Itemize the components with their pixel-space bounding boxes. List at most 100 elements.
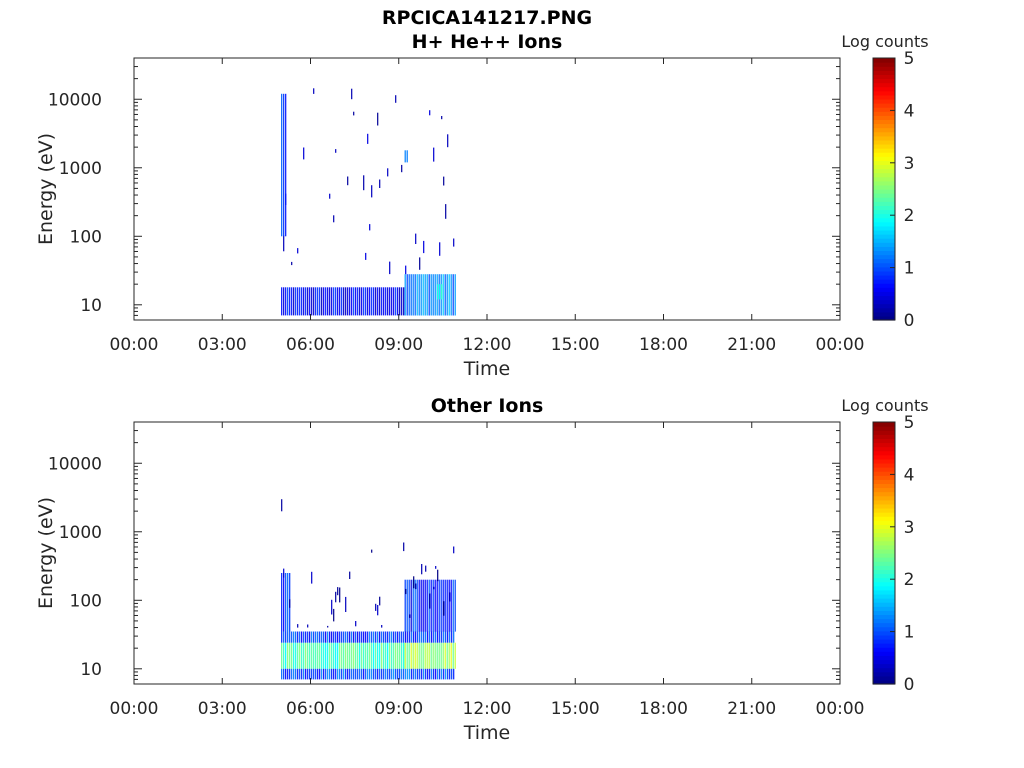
spectrogram-bin-r6	[349, 571, 351, 579]
spectrogram-bin-r0	[373, 642, 375, 669]
spectrogram-bin-r0	[303, 642, 305, 669]
colorbar-segment	[873, 242, 895, 247]
spectrogram-bin-r0	[281, 642, 283, 669]
colorbar-segment	[873, 266, 895, 272]
spectrogram-bin-r2	[379, 668, 381, 680]
spectrogram-bin-r0	[335, 287, 337, 316]
spectrogram-bin-r2	[329, 668, 331, 680]
colorbar-segment	[873, 311, 895, 317]
spectrogram-bin-r4	[446, 579, 448, 632]
spectrogram-bin-r3	[371, 185, 373, 198]
spectrogram-bin-r3	[433, 147, 435, 162]
spectrogram-bin-r4	[438, 579, 440, 632]
spectrogram-bin-r2	[405, 668, 407, 680]
colorbar-tick-label: 1	[904, 259, 915, 279]
spectrogram-bin-r1	[440, 642, 442, 669]
spectrogram-bin-r1	[416, 642, 418, 669]
spectrogram-bin-r0	[379, 287, 381, 316]
spectrogram-bin-r1	[414, 274, 416, 316]
colorbar-segment	[873, 430, 895, 435]
spectrogram-bin-r0	[315, 642, 317, 669]
spectrogram-bin-r2	[291, 668, 293, 680]
spectrogram-bin-r1	[444, 274, 446, 316]
spectrogram-bin-r0	[397, 642, 399, 669]
spectrogram-bin-r3	[417, 631, 419, 643]
spectrogram-bin-r0	[323, 642, 325, 669]
spectrogram-bin-r3	[389, 631, 391, 643]
colorbar-segment	[873, 152, 895, 157]
colorbar-segment	[873, 651, 895, 656]
colorbar-tick-label: 1	[904, 623, 915, 643]
colorbar-segment	[873, 479, 895, 484]
y-tick-label: 1000	[59, 523, 102, 543]
y-tick-label: 10000	[48, 90, 102, 110]
panel-title: H+ He++ Ions	[412, 31, 563, 53]
spectrogram-bin-r2	[319, 668, 321, 680]
spectrogram-bin-r0	[295, 287, 297, 316]
spectrogram-bin-r3	[451, 631, 453, 643]
spectrogram-bin-r0	[361, 642, 363, 669]
colorbar-segment	[873, 180, 895, 186]
colorbar-segment	[873, 135, 895, 141]
colorbar-segment	[873, 90, 895, 96]
spectrogram-bin-r0	[325, 642, 327, 669]
spectrogram-bin-r4	[432, 579, 434, 632]
colorbar-segment	[873, 115, 895, 120]
spectrogram-bin-r2	[321, 668, 323, 680]
spectrogram-bin-r0	[297, 287, 299, 316]
spectrogram-bin-r6	[443, 601, 445, 616]
spectrogram-bin-r2	[385, 668, 387, 680]
spectrogram-bin-r3	[375, 631, 377, 643]
axis-ticks: 00:00 03:00 06:00 09:00 12:00 15:00 18:00 21:00…	[48, 57, 865, 355]
spectrogram-bin-r3	[301, 631, 303, 643]
colorbar-segment	[873, 520, 895, 525]
colorbar-segment	[873, 58, 895, 63]
spectrogram-bin-r0	[349, 287, 351, 316]
spectrogram-bin-r2	[369, 668, 371, 680]
spectrogram-bin-r3	[439, 242, 441, 256]
colorbar-segment	[873, 74, 895, 80]
spectrogram-bin-r4	[408, 579, 410, 632]
spectrogram-bin-r3	[379, 179, 381, 188]
spectrogram-bin-r3	[413, 631, 415, 643]
spectrogram-bin-r2	[415, 668, 417, 680]
spectrogram-bin-r0	[283, 642, 285, 669]
colorbar-segment	[873, 148, 895, 153]
spectrogram-bin-r3	[367, 133, 369, 144]
colorbar-segment	[873, 647, 895, 652]
spectrogram-bin-r3	[325, 631, 327, 643]
spectrogram-bin-r1	[448, 274, 450, 316]
spectrogram-bin-r1	[420, 642, 422, 669]
spectrogram-bin-r1	[404, 274, 406, 316]
spectrogram-bin-r3	[401, 631, 403, 643]
colorbar-segment	[873, 532, 895, 538]
spectrogram-bin-r2	[381, 668, 383, 680]
colorbar-segment	[873, 86, 895, 92]
colorbar-segment	[873, 454, 895, 460]
spectrogram-bin-r2	[331, 668, 333, 680]
spectrogram-bin-r3	[405, 265, 407, 275]
spectrogram-bin-r1	[426, 274, 428, 316]
colorbar-segment	[873, 573, 895, 579]
spectrogram-bin-r3	[323, 631, 325, 643]
spectrogram-bin-r3	[283, 631, 285, 643]
colorbar-segment	[873, 234, 895, 239]
spectrogram-bin-r0	[303, 287, 305, 316]
spectrogram-bin-r0	[293, 287, 295, 316]
spectrogram-bin-r0	[339, 642, 341, 669]
spectrogram-bin-r3	[351, 631, 353, 643]
colorbar-segment	[873, 209, 895, 215]
spectrogram-bin-r2	[299, 668, 301, 680]
colorbar-segment	[873, 569, 895, 575]
spectrogram-bin-r1	[446, 642, 448, 669]
spectrogram-bin-r0	[313, 642, 315, 669]
colorbar-segment	[873, 143, 895, 149]
spectrogram-bin-r5	[406, 150, 408, 163]
spectrogram-bin-r3	[377, 631, 379, 643]
colorbar-segment	[873, 565, 895, 570]
colorbar-segment	[873, 471, 895, 476]
x-tick-label: 12:00	[463, 699, 512, 719]
colorbar-segment	[873, 217, 895, 223]
spectrogram-bin-r0	[389, 287, 391, 316]
colorbar-segment	[873, 201, 895, 206]
